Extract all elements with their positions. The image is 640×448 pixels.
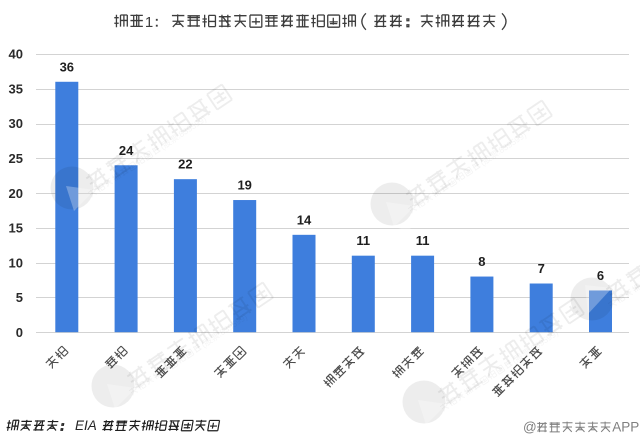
svg-text:APP: APP xyxy=(612,420,639,435)
svg-text:5: 5 xyxy=(16,290,23,305)
svg-text:24: 24 xyxy=(119,143,134,158)
svg-text:22: 22 xyxy=(178,157,192,172)
svg-text:10: 10 xyxy=(9,255,23,270)
svg-text:0: 0 xyxy=(16,325,23,340)
svg-text:11: 11 xyxy=(356,233,370,248)
svg-text:11: 11 xyxy=(416,233,430,248)
svg-text:6: 6 xyxy=(597,268,604,283)
svg-text:36: 36 xyxy=(60,59,74,74)
svg-text:20: 20 xyxy=(9,186,23,201)
svg-text:35: 35 xyxy=(9,81,23,96)
svg-text:7: 7 xyxy=(538,261,545,276)
svg-text:19: 19 xyxy=(237,178,251,193)
svg-text:30: 30 xyxy=(9,116,23,131)
svg-text:14: 14 xyxy=(297,212,312,227)
svg-text:@: @ xyxy=(523,420,537,435)
svg-text:40: 40 xyxy=(9,47,23,62)
svg-text:8: 8 xyxy=(478,254,485,269)
svg-text:15: 15 xyxy=(9,221,23,236)
svg-text:1: 1 xyxy=(145,14,153,31)
svg-text:25: 25 xyxy=(9,151,23,166)
svg-text:EIA: EIA xyxy=(75,418,97,433)
